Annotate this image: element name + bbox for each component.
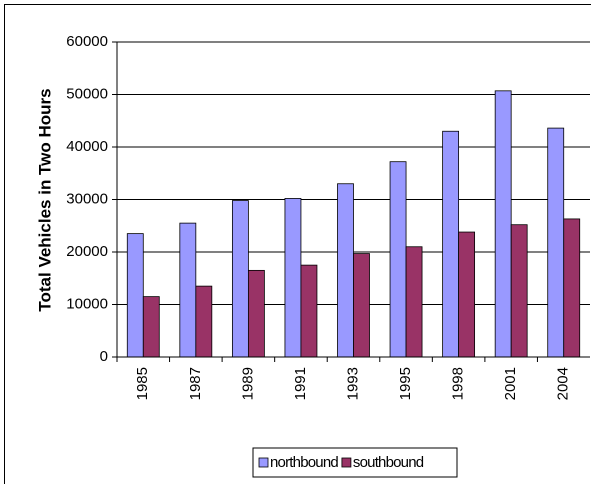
x-tick-label: 1989	[239, 367, 256, 400]
bar	[353, 253, 370, 358]
x-tick-label: 2004	[555, 367, 572, 400]
bar	[442, 130, 460, 358]
bar	[179, 222, 197, 358]
y-tick-label: 0	[100, 348, 108, 365]
x-tick-label: 1995	[397, 367, 414, 400]
x-tick-label: 1985	[134, 367, 151, 400]
bar	[195, 285, 213, 358]
x-tick-label: 1991	[292, 367, 309, 400]
x-tick-label: 1987	[187, 367, 204, 400]
legend-label: southbound	[353, 454, 424, 471]
chart-border	[4, 4, 591, 484]
bar	[337, 183, 354, 358]
legend-label: northbound	[270, 454, 338, 471]
bar	[247, 269, 265, 358]
y-tick-label: 40000	[66, 138, 108, 155]
bar	[142, 296, 160, 358]
x-tick-label: 2001	[502, 367, 519, 400]
y-tick-label: 60000	[66, 33, 108, 50]
y-axis-title: Total Vehicles in Two Hours	[35, 88, 54, 311]
bar	[405, 246, 423, 358]
bar	[231, 200, 249, 358]
bar	[300, 264, 318, 358]
y-tick-label: 20000	[66, 243, 108, 260]
y-tick-label: 50000	[66, 85, 108, 102]
bar	[547, 127, 565, 358]
x-tick-label: 1993	[344, 367, 361, 400]
bar	[510, 224, 528, 358]
bar	[458, 231, 476, 358]
legend-swatch	[341, 457, 352, 468]
y-tick-label: 10000	[66, 295, 108, 312]
x-tick-label: 1998	[450, 367, 467, 400]
bar	[389, 161, 407, 358]
y-tick-label: 30000	[66, 190, 108, 207]
bar	[563, 218, 581, 358]
bar	[126, 233, 144, 358]
bar	[284, 198, 302, 358]
bar	[494, 90, 512, 358]
legend-swatch	[258, 457, 269, 468]
legend-box	[252, 447, 458, 478]
